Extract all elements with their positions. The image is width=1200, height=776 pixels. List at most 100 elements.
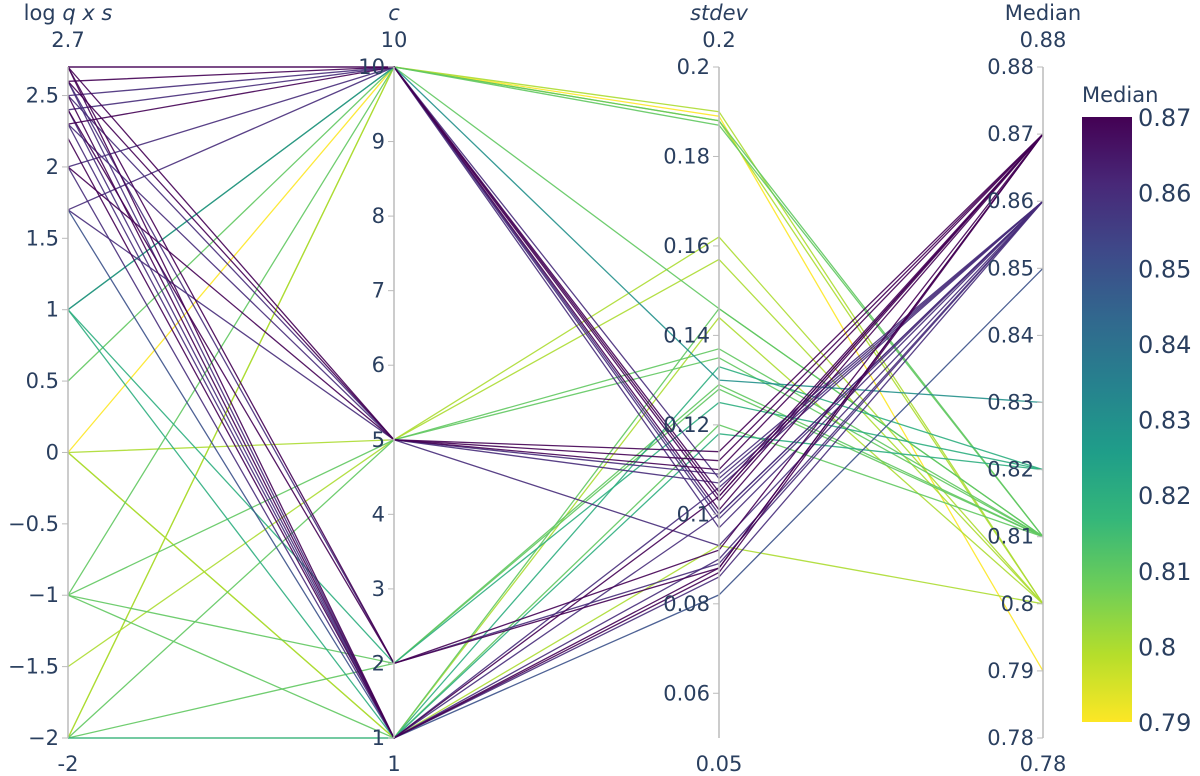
data-line (67, 236, 1044, 668)
axis-tick-label: 6 (372, 353, 385, 377)
axis-tick-label: 0.2 (677, 55, 710, 79)
axis-range-max-label: 2.7 (51, 28, 84, 52)
axis-tick-label: −1.5 (8, 655, 59, 679)
data-line (67, 66, 1044, 739)
data-line (67, 452, 1044, 739)
colorbar-tick-label: 0.86 (1138, 180, 1191, 208)
axis-tick-label: 2 (46, 155, 59, 179)
colorbar-tick-label: 0.82 (1138, 482, 1191, 510)
axis-tick-label: 0.16 (663, 234, 710, 258)
axis-2: c 10 1 10 9 8 7 6 5 4 3 2 1 (358, 1, 407, 776)
axis-tick-label: 2 (372, 651, 385, 675)
axes-layer: log q x s 2.7 -2 2.5 2 1.5 1 0.5 0 −0.5 −1 −1.5 −2 c 1… (8, 1, 1081, 776)
axis-range-min-label: -2 (58, 752, 79, 776)
axis-tick-label: 0.06 (663, 681, 710, 705)
axis-tick-label: −1 (28, 583, 59, 607)
data-line (67, 66, 1044, 480)
axis-tick-label: 0.1 (677, 502, 710, 526)
data-line (67, 133, 1044, 453)
data-line (67, 66, 1044, 538)
axis-tick-label: 0 (46, 440, 59, 464)
axis-range-min-label: 0.05 (696, 752, 743, 776)
polyline-layer (67, 66, 1044, 739)
data-line (67, 357, 1044, 596)
axis-tick-label: 9 (372, 130, 385, 154)
axis-tick-label: −0.5 (8, 512, 59, 536)
data-line (67, 258, 1044, 605)
colorbar-tick-label: 0.8 (1138, 633, 1176, 661)
axis-title: stdev (690, 1, 748, 25)
data-line (67, 309, 1044, 739)
axis-tick-label: −2 (28, 726, 59, 750)
axis-4: Median 0.88 0.78 0.88 0.87 0.86 0.85 0.84 0.83 0.… (987, 1, 1081, 776)
data-line (68, 66, 1044, 502)
data-line (67, 66, 1044, 529)
axis-range-max-label: 0.2 (702, 28, 735, 52)
colorbar: Median 0.87 0.86 0.85 0.84 0.83 0.82 0.81 0.8 0.… (1082, 83, 1191, 737)
data-line (67, 388, 1044, 665)
colorbar-tick-label: 0.84 (1138, 331, 1191, 359)
data-line (67, 66, 1044, 520)
data-line (67, 307, 1044, 739)
axis-1: log q x s 2.7 -2 2.5 2 1.5 1 0.5 0 −0.5 −1 −1.5 −2 (8, 1, 112, 776)
axis-tick-label: 0.5 (26, 369, 59, 393)
data-line (67, 66, 1044, 471)
axis-title: Median (1005, 1, 1081, 25)
data-line (67, 133, 1044, 739)
data-line (67, 309, 1044, 665)
data-line (68, 365, 1044, 739)
axis-tick-label: 0.87 (987, 122, 1034, 146)
axis-title: c (388, 1, 400, 25)
axis-tick-label: 0.18 (663, 144, 710, 168)
axis-tick-label: 0.88 (987, 55, 1034, 79)
data-line (67, 95, 1044, 739)
data-line (67, 123, 1044, 475)
axis-tick-label: 4 (372, 502, 385, 526)
colorbar-tick-label: 0.81 (1138, 558, 1191, 586)
axis-tick-label: 0.79 (987, 659, 1034, 683)
data-line (67, 209, 1044, 739)
axis-tick-label: 0.86 (987, 189, 1034, 213)
data-line (67, 80, 1044, 462)
axis-tick-label: 1.5 (26, 226, 59, 250)
axis-tick-label: 0.08 (663, 592, 710, 616)
data-line (67, 66, 1044, 739)
axis-range-max-label: 10 (381, 28, 408, 52)
axis-3: stdev 0.2 0.05 0.2 0.18 0.16 0.14 0.12 0.1 0.08 0.… (663, 1, 748, 776)
axis-tick-label: 0.84 (987, 323, 1034, 347)
axis-tick-label: 0.83 (987, 391, 1034, 415)
axis-tick-label: 0.78 (987, 726, 1034, 750)
data-line (67, 123, 1044, 739)
colorbar-tick-label: 0.79 (1138, 709, 1191, 737)
axis-tick-label: 0.82 (987, 458, 1034, 482)
data-line (67, 66, 1044, 538)
axis-tick-label: 0.85 (987, 256, 1034, 280)
axis-range-max-label: 0.88 (1020, 28, 1067, 52)
data-line (67, 348, 1044, 739)
data-line (67, 200, 1044, 547)
data-line (67, 80, 1044, 665)
data-line (67, 383, 1044, 739)
colorbar-tick-label: 0.87 (1138, 104, 1191, 132)
axis-tick-label: 5 (372, 428, 385, 452)
axis-tick-label: 0.81 (987, 525, 1034, 549)
data-line (67, 66, 1044, 494)
data-line (67, 109, 1044, 665)
colorbar-tick-label: 0.83 (1138, 407, 1191, 435)
axis-range-min-label: 1 (387, 752, 400, 776)
data-line (68, 424, 1044, 739)
axis-title: log q x s (24, 1, 113, 25)
axis-tick-label: 3 (372, 577, 385, 601)
data-line (67, 109, 1044, 739)
axis-tick-label: 10 (358, 55, 385, 79)
data-line (67, 81, 1044, 739)
axis-tick-label: 0.12 (663, 413, 710, 437)
data-line (67, 66, 1044, 596)
axis-tick-label: 2.5 (26, 84, 59, 108)
axis-tick-label: 0.8 (1001, 592, 1034, 616)
axis-tick-label: 1 (372, 726, 385, 750)
axis-tick-label: 1 (46, 298, 59, 322)
colorbar-gradient (1082, 117, 1132, 722)
colorbar-tick-label: 0.85 (1138, 255, 1191, 283)
